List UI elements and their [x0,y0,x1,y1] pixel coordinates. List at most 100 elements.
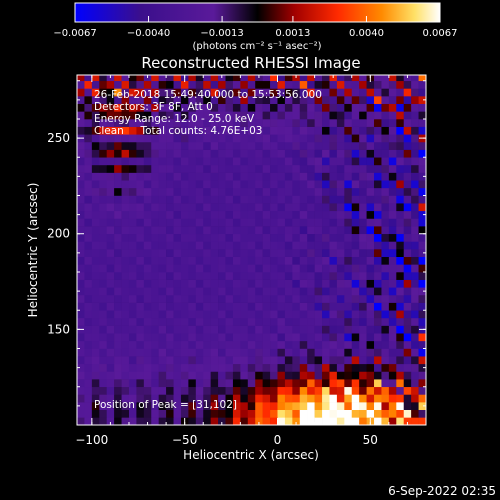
heatmap-cell [366,310,375,319]
heatmap-cell [292,172,301,181]
heatmap-cell [99,141,108,150]
heatmap-cell [284,379,293,388]
heatmap-cell [284,180,293,189]
heatmap-cell [203,180,211,189]
heatmap-cell [77,302,85,311]
heatmap-cell [218,218,226,227]
heatmap-cell [136,340,145,349]
heatmap-cell [143,226,152,235]
heatmap-cell [210,80,219,89]
annotation-block: 26-Feb-2018 15:49:40.000 to 15:53:56.000… [94,89,322,137]
heatmap-cell [225,210,234,219]
heatmap-cell [121,75,130,82]
heatmap-cell [173,371,182,380]
heatmap-cell [210,218,219,227]
heatmap-cell [218,141,226,150]
heatmap-cell [262,233,271,242]
heatmap-cell [396,187,405,196]
heatmap-cell [255,172,263,181]
heatmap-cell [307,279,315,288]
heatmap-cell [240,256,249,265]
heatmap-cell [166,126,174,135]
heatmap-cell [322,203,330,212]
heatmap-cell [203,271,211,280]
heatmap-cell [388,164,397,173]
heatmap-cell [322,195,330,204]
heatmap-cell [277,157,286,166]
heatmap-cell [136,226,145,235]
heatmap-cell [106,226,115,235]
heatmap-cell [336,164,345,173]
heatmap-cell [180,203,189,212]
heatmap-cell [136,118,145,127]
heatmap-cell [114,96,122,104]
heatmap-cell [121,164,130,173]
heatmap-cell [351,386,360,395]
heatmap-cell [121,287,130,296]
heatmap-cell [270,103,278,112]
heatmap-cell [388,302,397,311]
heatmap-cell [307,75,315,82]
heatmap-cell [299,348,308,357]
heatmap-cell [307,356,315,365]
heatmap-cell [388,333,397,342]
heatmap-cell [277,88,286,97]
heatmap-cell [84,325,93,334]
heatmap-cell [344,233,353,242]
heatmap-cell [225,317,234,326]
heatmap-cell [255,111,263,120]
heatmap-cell [292,256,301,265]
heatmap-cell [299,249,308,257]
heatmap-cell [359,75,367,82]
heatmap-cell [151,325,159,334]
heatmap-cell [173,111,182,120]
heatmap-cell [336,249,345,257]
heatmap-cell [180,111,189,120]
heatmap-cell [158,317,167,326]
heatmap-cell [329,333,338,342]
heatmap-cell [381,195,390,204]
heatmap-cell [247,172,256,181]
heatmap-cell [173,226,182,235]
heatmap-cell [277,394,286,403]
heatmap-cell [166,75,174,82]
heatmap-cell [151,180,159,189]
heatmap-cell [121,317,130,326]
heatmap-cell [388,96,397,104]
heatmap-cell [403,264,412,273]
heatmap-cell [270,256,278,265]
heatmap-cell [396,241,405,250]
heatmap-cell [151,249,159,257]
heatmap-cell [299,134,308,143]
heatmap-cell [195,141,204,150]
heatmap-cell [114,287,122,296]
heatmap-cell [374,379,382,388]
heatmap-cell [203,226,211,235]
heatmap-cell [366,340,375,349]
heatmap-cell [158,75,167,82]
heatmap-cell [351,302,360,311]
heatmap-cell [277,180,286,189]
heatmap-cell [218,233,226,242]
heatmap-cell [388,294,397,303]
heatmap-cell [173,333,182,342]
heatmap-cell [299,386,308,395]
heatmap-cell [166,249,174,257]
heatmap-cell [329,226,338,235]
heatmap-cell [225,409,234,418]
heatmap-cell [106,80,115,89]
heatmap-cell [166,356,174,365]
heatmap-cell [381,80,390,89]
heatmap-cell [203,195,211,204]
heatmap-cell [247,226,256,235]
heatmap-cell [188,241,197,250]
heatmap-cell [344,88,353,97]
heatmap-cell [344,172,353,181]
heatmap-cell [403,371,412,380]
heatmap-cell [173,96,182,104]
heatmap-cell [292,126,301,135]
heatmap-cell [314,233,323,242]
heatmap-cell [166,218,174,227]
heatmap-cell [388,75,397,82]
heatmap-cell [247,203,256,212]
